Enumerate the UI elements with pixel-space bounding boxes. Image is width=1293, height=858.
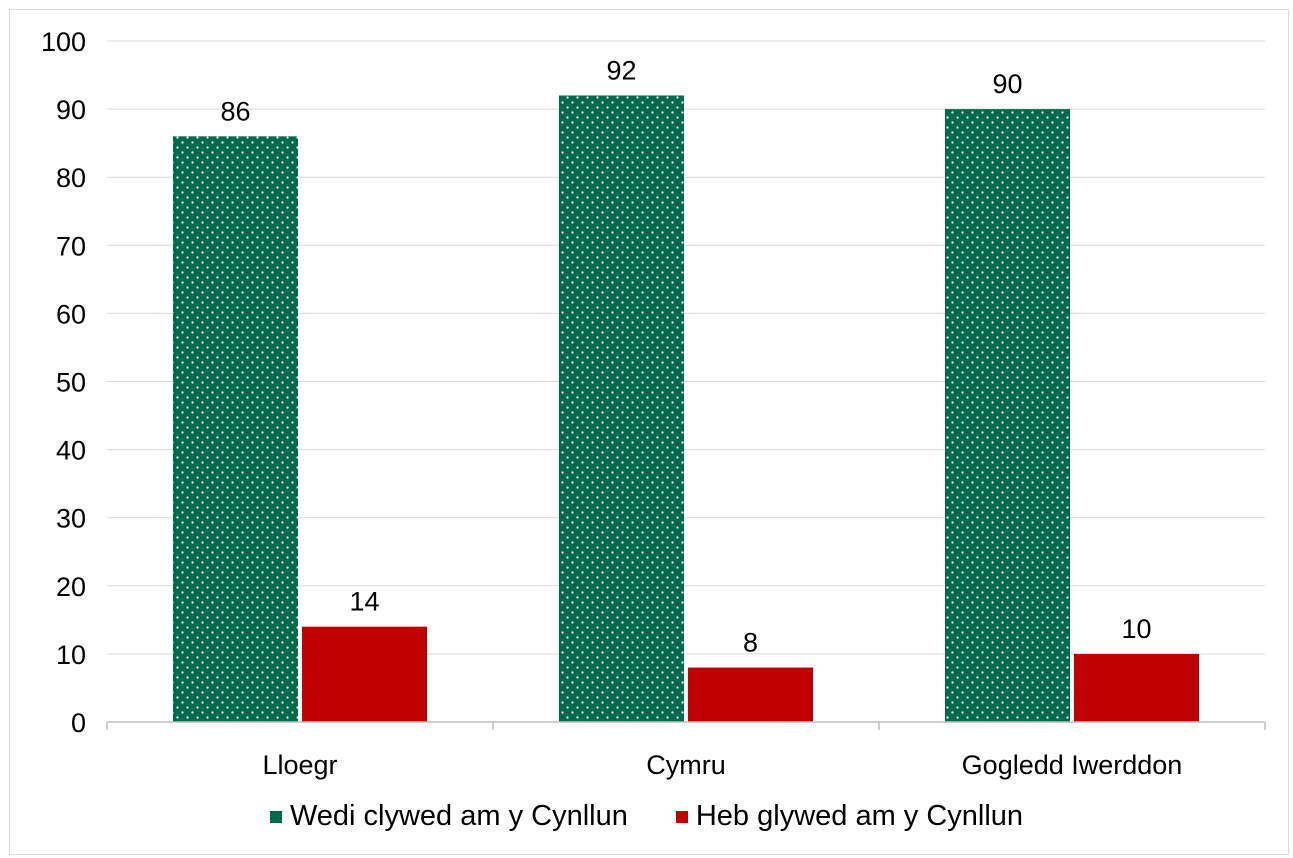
legend-label-series-2: Heb glywed am y Cynllun xyxy=(695,800,1024,832)
data-label: 92 xyxy=(606,55,636,85)
legend-label-series-1: Wedi clywed am y Cynllun xyxy=(289,800,628,832)
y-axis: 0 10 20 30 40 50 60 70 80 90 100 xyxy=(41,27,86,738)
x-tick-label: Lloegr xyxy=(262,750,337,780)
bars xyxy=(173,95,1199,723)
bar-1 xyxy=(559,95,684,723)
legend-item-series-2: Heb glywed am y Cynllun xyxy=(675,800,1024,833)
y-tick-label: 50 xyxy=(56,368,86,398)
y-tick-label: 20 xyxy=(56,572,86,602)
bar-2 xyxy=(1074,653,1199,722)
x-tick-label: Cymru xyxy=(646,750,726,780)
y-tick-label: 30 xyxy=(56,504,86,534)
data-label: 10 xyxy=(1121,614,1151,644)
y-tick-label: 0 xyxy=(71,708,86,738)
legend-item-series-1: Wedi clywed am y Cynllun xyxy=(269,800,628,833)
y-tick-label: 10 xyxy=(56,640,86,670)
gridlines xyxy=(107,40,1265,655)
chart-frame xyxy=(9,9,1289,855)
y-tick-label: 70 xyxy=(56,231,86,261)
data-label: 90 xyxy=(992,69,1022,99)
data-label: 14 xyxy=(349,587,379,617)
data-label: 86 xyxy=(220,96,250,126)
y-tick-label: 100 xyxy=(41,27,86,57)
data-label: 8 xyxy=(743,628,758,658)
data-labels: 86 14 92 8 90 10 xyxy=(220,55,1151,657)
bar-2 xyxy=(302,626,427,722)
bar-1 xyxy=(173,136,298,723)
bar-2 xyxy=(688,667,813,722)
y-tick-label: 60 xyxy=(56,299,86,329)
y-tick-label: 40 xyxy=(56,436,86,466)
x-tick-label: Gogledd Iwerddon xyxy=(962,750,1183,780)
y-tick-label: 80 xyxy=(56,163,86,193)
x-axis: Lloegr Cymru Gogledd Iwerddon xyxy=(106,721,1266,780)
bar-1 xyxy=(945,109,1070,723)
legend: Wedi clywed am y Cynllun Heb glywed am y… xyxy=(0,800,1293,833)
legend-swatch-series-2 xyxy=(675,810,688,823)
y-tick-label: 90 xyxy=(56,95,86,125)
legend-swatch-series-1 xyxy=(269,810,282,823)
